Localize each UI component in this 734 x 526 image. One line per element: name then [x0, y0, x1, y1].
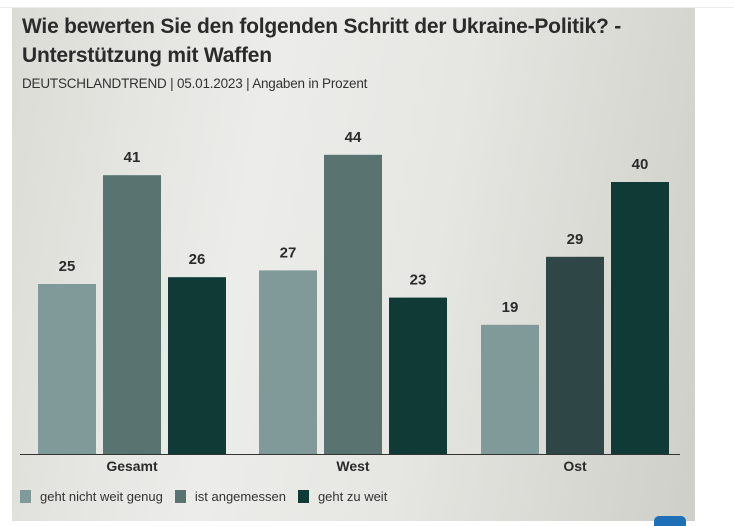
bar-west-2 [389, 297, 447, 454]
broadcaster-logo-icon [654, 516, 686, 526]
legend-swatch [174, 490, 186, 503]
data-label: 27 [280, 244, 297, 261]
data-label: 23 [410, 272, 427, 289]
legend-swatch [20, 490, 31, 503]
legend-item: ist angemessen [174, 489, 286, 504]
data-label: 40 [632, 156, 649, 173]
bar-gesamt-2 [168, 277, 226, 454]
data-label: 19 [502, 299, 519, 316]
bar-gesamt-0 [38, 284, 96, 454]
top-divider [0, 7, 734, 8]
bar-ost-2 [611, 182, 669, 454]
data-label: 25 [59, 258, 76, 275]
bar-west-1 [324, 154, 382, 455]
chart-subtitle: DEUTSCHLANDTREND | 05.01.2023 | Angaben … [22, 76, 368, 91]
chart-legend: geht nicht weit genug ist angemessen geh… [20, 489, 399, 504]
x-tick-label: West [336, 458, 370, 474]
data-label: 41 [124, 149, 141, 166]
legend-label: geht nicht weit genug [40, 489, 163, 504]
bar-ost-0 [481, 324, 539, 454]
bar-ost-1 [546, 256, 604, 454]
x-tick-label: Gesamt [106, 458, 158, 474]
x-tick-label: Ost [563, 458, 587, 474]
data-label: 44 [345, 129, 362, 146]
data-label: 29 [567, 231, 584, 248]
legend-swatch [297, 490, 309, 503]
bar-gesamt-1 [103, 175, 161, 454]
legend-label: ist angemessen [194, 489, 286, 504]
bar-west-0 [259, 270, 317, 454]
legend-label: geht zu weit [317, 489, 388, 504]
legend-item: geht nicht weit genug [20, 489, 163, 504]
data-label: 26 [189, 251, 206, 268]
legend-item: geht zu weit [297, 489, 388, 504]
chart-title: Wie bewerten Sie den folgenden Schritt d… [22, 15, 622, 67]
